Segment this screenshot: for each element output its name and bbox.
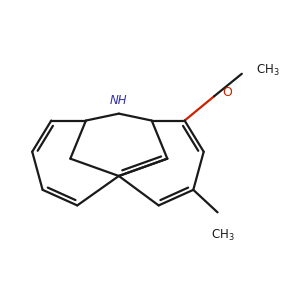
Text: NH: NH [110, 94, 128, 107]
Text: CH$_3$: CH$_3$ [256, 63, 279, 78]
Text: O: O [223, 86, 232, 99]
Text: CH$_3$: CH$_3$ [211, 228, 235, 243]
